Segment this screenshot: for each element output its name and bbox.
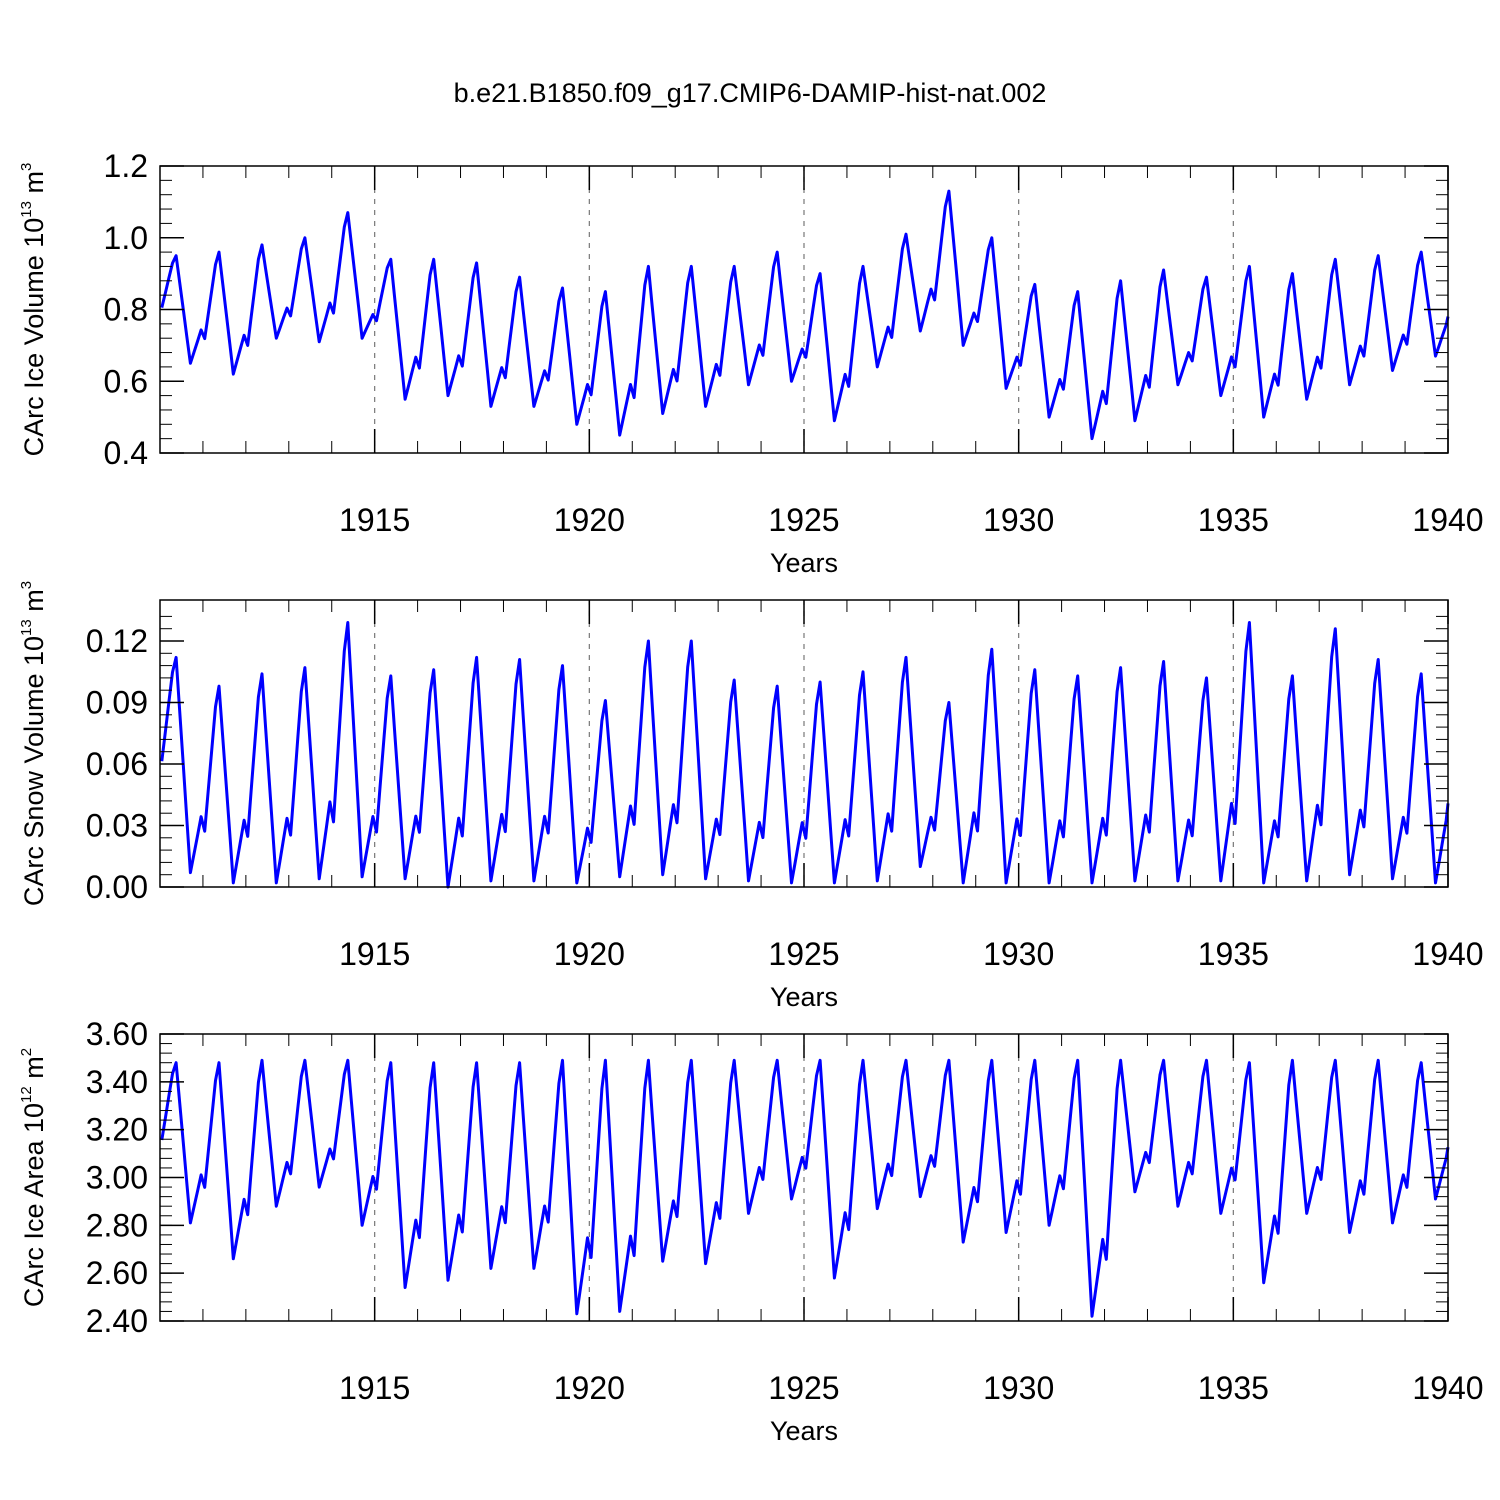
x-tick-label: 1925: [768, 502, 839, 538]
y-tick-label: 0.4: [104, 435, 148, 471]
x-tick-label: 1930: [983, 502, 1054, 538]
data-series-line: [160, 1058, 1450, 1318]
x-tick-label: 1940: [1412, 936, 1483, 972]
y-axis-label: CArc Snow Volume 1013 m3: [18, 581, 49, 906]
y-tick-label: 0.8: [104, 292, 148, 328]
x-tick-label: 1925: [768, 936, 839, 972]
x-axis-label: Years: [770, 982, 838, 1012]
x-axis-label: Years: [770, 1416, 838, 1446]
x-tick-label: 1920: [554, 1370, 625, 1406]
x-tick-label: 1940: [1412, 502, 1483, 538]
y-tick-label: 2.80: [86, 1207, 148, 1243]
x-tick-label: 1930: [983, 936, 1054, 972]
x-tick-label: 1920: [554, 502, 625, 538]
y-axis-label: CArc Ice Volume 1013 m3: [18, 163, 49, 457]
y-tick-label: 3.40: [86, 1064, 148, 1100]
y-tick-label: 0.00: [86, 869, 148, 905]
y-tick-label: 0.12: [86, 623, 148, 659]
x-tick-label: 1920: [554, 936, 625, 972]
x-tick-label: 1930: [983, 1370, 1054, 1406]
x-tick-label: 1925: [768, 1370, 839, 1406]
panel-2: 0.00 0.03 0.06 0.09 0.12 1915 1920 1925 1930 1935…: [18, 581, 1484, 1012]
y-tick-label: 1.2: [104, 148, 148, 184]
x-tick-label: 1935: [1198, 1370, 1269, 1406]
x-tick-label: 1940: [1412, 1370, 1483, 1406]
x-tick-label: 1915: [339, 1370, 410, 1406]
x-tick-label: 1915: [339, 502, 410, 538]
x-tick-label: 1935: [1198, 936, 1269, 972]
y-tick-label: 0.03: [86, 808, 148, 844]
y-tick-label: 3.20: [86, 1112, 148, 1148]
chart-title: b.e21.B1850.f09_g17.CMIP6-DAMIP-hist-nat…: [454, 78, 1047, 108]
panel-1: 0.4 0.6 0.8 1.0 1.2 1915 1920 1925 1930 1935 1940 Y…: [18, 148, 1484, 578]
plot-panels: 0.4 0.6 0.8 1.0 1.2 1915 1920 1925 1930 1935 1940 Y…: [18, 148, 1484, 1446]
y-tick-label: 3.00: [86, 1160, 148, 1196]
data-series-line: [160, 621, 1450, 889]
y-tick-label: 2.40: [86, 1303, 148, 1339]
y-axis-label: CArc Ice Area 1012 m2: [18, 1048, 49, 1307]
y-tick-label: 0.09: [86, 685, 148, 721]
x-axis-label: Years: [770, 548, 838, 578]
y-tick-label: 2.60: [86, 1255, 148, 1291]
panel-3: 2.40 2.60 2.80 3.00 3.20 3.40 3.60 1915 1920 1925…: [18, 1016, 1484, 1446]
y-tick-label: 0.6: [104, 363, 148, 399]
y-tick-label: 3.60: [86, 1016, 148, 1052]
data-series-line: [160, 189, 1450, 441]
y-tick-label: 0.06: [86, 746, 148, 782]
y-tick-label: 1.0: [104, 220, 148, 256]
x-tick-label: 1935: [1198, 502, 1269, 538]
x-tick-label: 1915: [339, 936, 410, 972]
